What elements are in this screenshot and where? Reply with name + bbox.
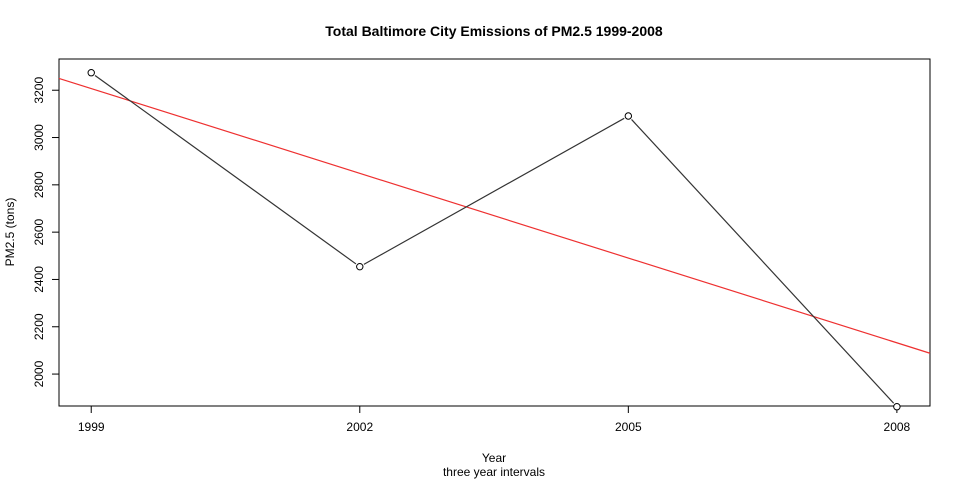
x-tick-label-2002: 2002	[346, 420, 373, 434]
x-tick-label-2005: 2005	[615, 420, 642, 434]
x-axis-label: Year	[482, 451, 506, 465]
x-axis-sublabel: three year intervals	[443, 465, 545, 479]
data-point-2008	[893, 403, 901, 411]
data-point-2002	[356, 262, 364, 271]
y-tick-label-2400: 2400	[32, 266, 46, 293]
data-point-2005	[624, 112, 633, 120]
y-axis: 2000 2200 2400 2600 2800 3000 3200	[32, 77, 59, 387]
series-segment-1999-2002	[94, 74, 357, 265]
trendline-group	[58, 77, 931, 354]
y-tick-label-2600: 2600	[32, 218, 46, 245]
plot-frame	[58, 58, 931, 407]
x-tick-label-1999: 1999	[78, 420, 105, 434]
trendline	[58, 77, 931, 354]
y-tick-label-2000: 2000	[32, 360, 46, 387]
x-axis: 1999 2002 2005 2008	[78, 406, 911, 434]
y-tick-label-3200: 3200	[32, 77, 46, 104]
y-axis-label: PM2.5 (tons)	[3, 198, 17, 267]
x-tick-label-2008: 2008	[884, 420, 911, 434]
series-segment-2005-2008	[631, 119, 895, 404]
y-tick-label-2200: 2200	[32, 313, 46, 340]
data-point-1999	[87, 69, 95, 77]
chart-title: Total Baltimore City Emissions of PM2.5 …	[325, 23, 663, 39]
series-segment-2002-2005	[363, 117, 625, 265]
y-tick-label-2800: 2800	[32, 171, 46, 198]
series-group	[87, 69, 901, 411]
y-tick-label-3000: 3000	[32, 124, 46, 151]
